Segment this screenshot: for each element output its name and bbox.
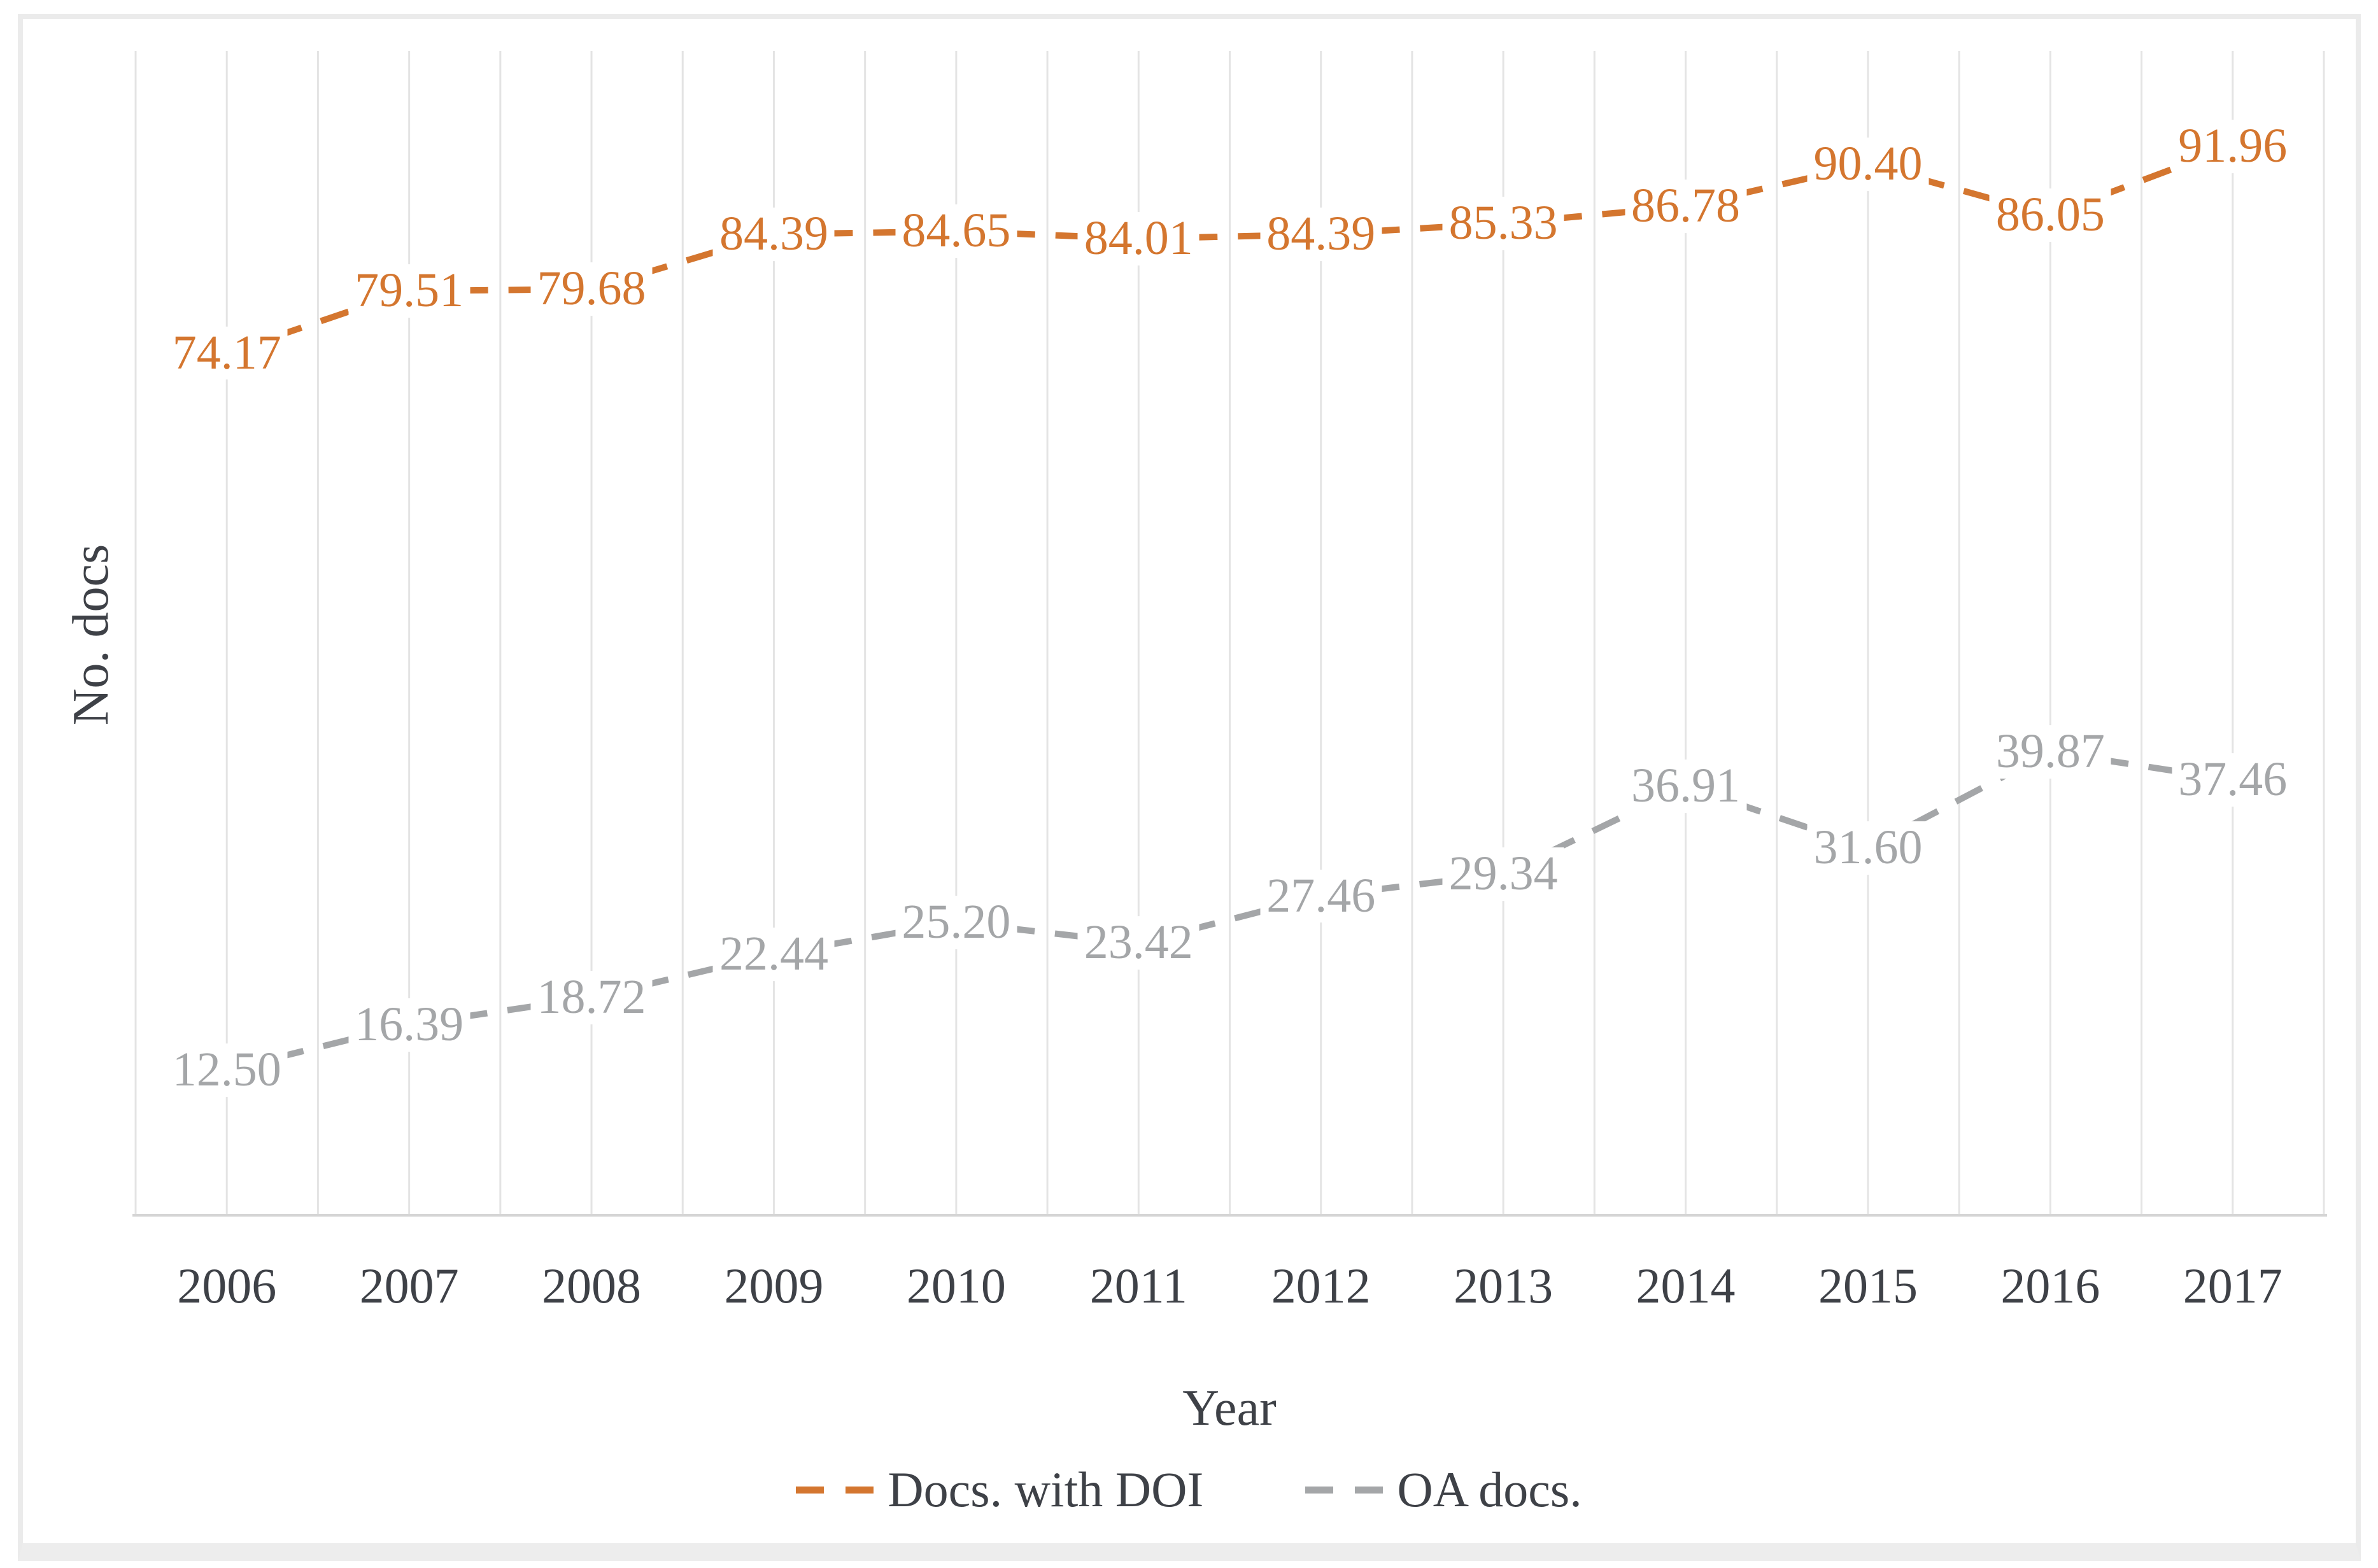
data-label: 90.40 xyxy=(1807,138,1929,192)
data-label: 39.87 xyxy=(1989,725,2111,779)
data-label: 29.34 xyxy=(1442,847,1564,901)
y-axis-title: No. docs xyxy=(63,544,119,726)
data-label: 79.51 xyxy=(348,264,471,318)
data-label: 37.46 xyxy=(2172,753,2294,807)
data-label: 79.68 xyxy=(530,262,653,316)
x-tick-label: 2007 xyxy=(359,1258,459,1314)
data-label: 84.39 xyxy=(712,208,835,261)
legend-dash xyxy=(846,1486,874,1494)
data-label: 36.91 xyxy=(1625,759,1747,813)
legend-item-oa-docs: OA docs. xyxy=(1305,1461,1582,1518)
legend-dash xyxy=(1305,1486,1334,1494)
x-tick-label: 2014 xyxy=(1636,1258,1736,1314)
x-axis-title: Year xyxy=(1182,1380,1277,1436)
data-label: 74.17 xyxy=(166,326,288,380)
data-label: 18.72 xyxy=(530,971,653,1025)
data-label: 27.46 xyxy=(1260,869,1382,923)
data-label: 22.44 xyxy=(712,928,835,982)
legend: Docs. with DOI OA docs. xyxy=(0,1458,2378,1522)
data-label: 85.33 xyxy=(1442,196,1564,250)
legend-dash-marker-icon xyxy=(1305,1486,1384,1494)
legend-dash-marker-icon xyxy=(796,1486,874,1494)
vertical-gridlines xyxy=(134,51,2325,1215)
x-tick-label: 2010 xyxy=(906,1258,1006,1314)
data-label: 86.78 xyxy=(1625,180,1747,234)
x-tick-label: 2013 xyxy=(1454,1258,1553,1314)
x-tick-label: 2015 xyxy=(1818,1258,1918,1314)
data-label: 23.42 xyxy=(1077,916,1200,970)
x-tick-label: 2017 xyxy=(2183,1258,2282,1314)
data-label: 25.20 xyxy=(895,895,1017,949)
x-tick-label: 2012 xyxy=(1271,1258,1371,1314)
data-label: 86.05 xyxy=(1989,188,2111,242)
legend-item-docs-with-doi: Docs. with DOI xyxy=(796,1461,1203,1518)
data-label: 12.50 xyxy=(166,1043,288,1097)
x-tick-label: 2016 xyxy=(2000,1258,2100,1314)
x-tick-label: 2008 xyxy=(542,1258,642,1314)
data-label: 31.60 xyxy=(1807,821,1929,875)
data-label: 84.39 xyxy=(1260,208,1382,261)
legend-dash xyxy=(796,1486,825,1494)
legend-label: Docs. with DOI xyxy=(888,1462,1204,1517)
data-label: 84.65 xyxy=(895,204,1017,258)
data-label: 91.96 xyxy=(2172,119,2294,173)
x-tick-label: 2011 xyxy=(1089,1258,1187,1314)
legend-dash xyxy=(1355,1486,1384,1494)
x-tick-label: 2006 xyxy=(177,1258,277,1314)
data-label: 84.01 xyxy=(1077,212,1200,265)
x-tick-label: 2009 xyxy=(724,1258,824,1314)
legend-label: OA docs. xyxy=(1397,1462,1582,1517)
data-label: 16.39 xyxy=(348,998,471,1052)
